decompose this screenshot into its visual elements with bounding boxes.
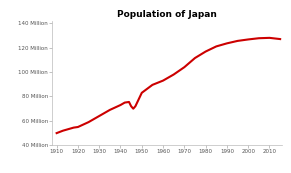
- Title: Population of Japan: Population of Japan: [117, 10, 217, 19]
